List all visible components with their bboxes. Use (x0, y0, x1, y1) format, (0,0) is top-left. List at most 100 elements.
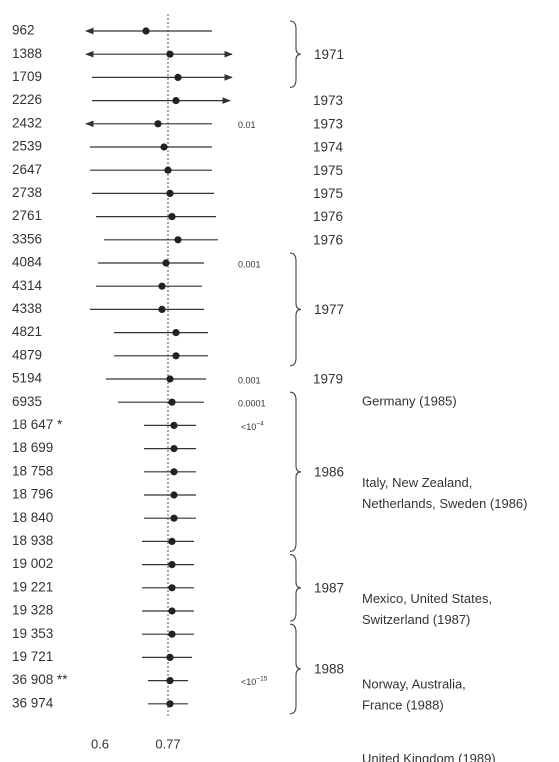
year-brace (289, 623, 302, 715)
estimate-point (154, 120, 162, 128)
estimate-point (170, 468, 178, 476)
row-0: 962 (12, 23, 212, 38)
estimate-point (168, 630, 176, 638)
estimate-point (166, 677, 174, 685)
row-7: 2738 (12, 185, 214, 200)
row-label: 962 (12, 23, 35, 38)
row-11: 4314 (12, 278, 202, 293)
p-value-exponent: −4 (256, 420, 264, 427)
row-label: 36 908 ** (12, 672, 68, 687)
row-14: 4879 (12, 347, 208, 362)
row-label: 2761 (12, 208, 42, 223)
row-12: 4338 (12, 301, 204, 316)
country-annotation: Italy, New Zealand, (362, 475, 472, 490)
estimate-point (164, 166, 172, 174)
estimate-point (168, 584, 176, 592)
row-label: 2432 (12, 115, 42, 130)
row-label: 1388 (12, 46, 42, 61)
p-value: 0.01 (238, 120, 256, 130)
row-3: 2226 (12, 92, 231, 107)
country-annotation: Mexico, United States, (362, 591, 492, 606)
estimate-point (166, 189, 174, 197)
year-label: 1973 (313, 93, 343, 108)
row-label: 19 002 (12, 556, 53, 571)
year-label: 1975 (313, 186, 343, 201)
estimate-point (166, 653, 174, 662)
estimate-point (160, 143, 168, 151)
year-label: 1975 (313, 163, 343, 178)
row-1: 1388 (12, 46, 233, 61)
row-label: 19 221 (12, 579, 53, 594)
estimate-point (168, 561, 176, 569)
estimate-point (168, 398, 176, 406)
estimate-point (168, 607, 176, 615)
estimate-point (162, 259, 170, 267)
estimate-point (172, 97, 180, 105)
row-22: 18 938 (12, 533, 194, 548)
year-brace (289, 391, 302, 552)
row-label: 4821 (12, 324, 42, 339)
estimate-point (158, 305, 166, 313)
row-26: 19 353 (12, 626, 194, 641)
row-label: 19 328 (12, 603, 53, 618)
row-6: 2647 (12, 162, 212, 177)
row-label: 5194 (12, 371, 43, 386)
country-annotation: United Kingdom (1989) (362, 751, 496, 762)
x-tick-label: 0.77 (155, 736, 180, 751)
row-27: 19 721 (12, 649, 192, 664)
year-brace (289, 20, 302, 88)
row-29: 36 974 (12, 695, 188, 710)
row-2: 1709 (12, 69, 233, 84)
estimate-point (166, 375, 174, 383)
year-group-label: 1986 (314, 464, 344, 479)
row-label: 4084 (12, 255, 43, 270)
x-tick-label: 0.6 (91, 736, 109, 751)
estimate-point (166, 700, 174, 708)
estimate-point (170, 421, 178, 429)
row-28: 36 908 ** (12, 672, 188, 687)
estimate-point (166, 50, 174, 58)
row-25: 19 328 (12, 603, 194, 618)
year-group-label: 1977 (314, 302, 344, 317)
row-label: 4879 (12, 347, 42, 362)
estimate-point (142, 27, 150, 35)
row-13: 4821 (12, 324, 208, 339)
row-label: 2738 (12, 185, 42, 200)
year-label: 1974 (313, 140, 344, 155)
estimate-point (174, 73, 182, 81)
row-label: 18 758 (12, 463, 53, 478)
country-annotation: Norway, Australia, (362, 677, 466, 692)
row-17: 18 647 * (12, 417, 196, 432)
year-label: 1976 (313, 209, 343, 224)
row-label: 19 353 (12, 626, 53, 641)
row-label: 18 796 (12, 487, 53, 502)
row-label: 2226 (12, 92, 42, 107)
row-18: 18 699 (12, 440, 196, 455)
row-label: 18 699 (12, 440, 53, 455)
p-value-exponent: −15 (256, 675, 267, 682)
year-group-label: 1987 (314, 580, 344, 595)
row-label: 4338 (12, 301, 42, 316)
estimate-point (158, 282, 166, 290)
estimate-point (172, 352, 180, 360)
estimate-point (168, 537, 176, 546)
country-annotation: Switzerland (1987) (362, 612, 470, 627)
row-label: 3356 (12, 231, 42, 246)
estimate-point (172, 329, 180, 337)
row-label: 2539 (12, 139, 42, 154)
estimate-point (168, 213, 176, 221)
row-label: 2647 (12, 162, 42, 177)
row-label: 18 840 (12, 510, 53, 525)
p-value: <10−15 (241, 675, 268, 687)
country-annotation: France (1988) (362, 698, 444, 713)
estimate-point (170, 445, 178, 453)
year-label: 1979 (313, 372, 343, 387)
row-19: 18 758 (12, 463, 196, 478)
estimate-point (170, 491, 178, 499)
row-label: 4314 (12, 278, 43, 293)
row-24: 19 221 (12, 579, 194, 594)
row-4: 2432 (12, 115, 212, 130)
row-5: 2539 (12, 139, 212, 154)
estimate-point (170, 514, 178, 522)
